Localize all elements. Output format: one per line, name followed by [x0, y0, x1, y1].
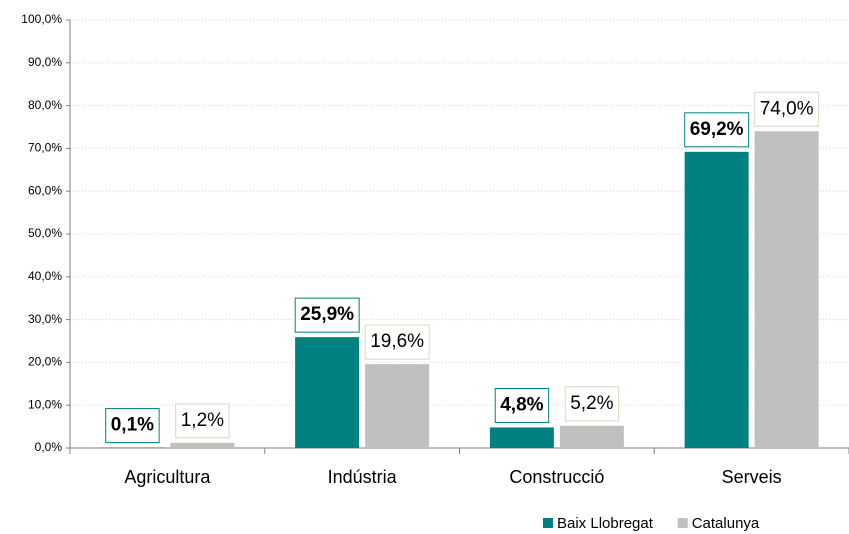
y-tick-label: 80,0% — [28, 98, 62, 112]
legend-label: Baix Llobregat — [557, 515, 654, 532]
data-label-box — [754, 91, 820, 127]
x-tick-label: Agricultura — [124, 467, 211, 487]
y-tick-label: 70,0% — [28, 141, 62, 155]
bar — [684, 151, 749, 448]
x-tick-label: Indústria — [328, 467, 398, 487]
bar — [489, 427, 554, 448]
y-tick-label: 90,0% — [28, 55, 62, 69]
bar — [754, 131, 819, 448]
data-label: 4,8% — [500, 394, 543, 415]
bar — [170, 442, 235, 448]
x-tick-label: Construcció — [509, 467, 604, 487]
data-label-box — [494, 387, 550, 423]
data-label-box — [294, 297, 360, 333]
data-label: 25,9% — [300, 304, 354, 325]
data-label: 69,2% — [690, 119, 744, 140]
data-label-box — [684, 112, 750, 148]
x-tick-label: Serveis — [722, 467, 782, 487]
data-label: 19,6% — [370, 331, 424, 352]
bar — [365, 364, 430, 448]
y-tick-label: 50,0% — [28, 226, 62, 240]
bar — [559, 425, 624, 448]
y-tick-label: 10,0% — [28, 397, 62, 411]
data-label-box — [564, 386, 620, 422]
legend-label: Catalunya — [692, 515, 760, 532]
data-label: 1,2% — [181, 410, 224, 431]
y-tick-label: 0,0% — [35, 440, 63, 454]
y-tick-label: 20,0% — [28, 355, 62, 369]
data-label: 5,2% — [570, 393, 613, 414]
data-label: 0,1% — [111, 415, 154, 436]
data-label-box — [175, 403, 230, 439]
y-tick-label: 40,0% — [28, 269, 62, 283]
data-label: 74,0% — [760, 98, 814, 119]
legend-swatch — [677, 518, 688, 528]
data-label-box — [105, 408, 160, 444]
bar — [295, 337, 360, 448]
legend-swatch — [543, 518, 553, 528]
y-tick-label: 30,0% — [28, 312, 62, 326]
y-tick-label: 60,0% — [28, 183, 62, 197]
y-tick-label: 100,0% — [21, 12, 62, 26]
data-label-box — [364, 324, 430, 360]
